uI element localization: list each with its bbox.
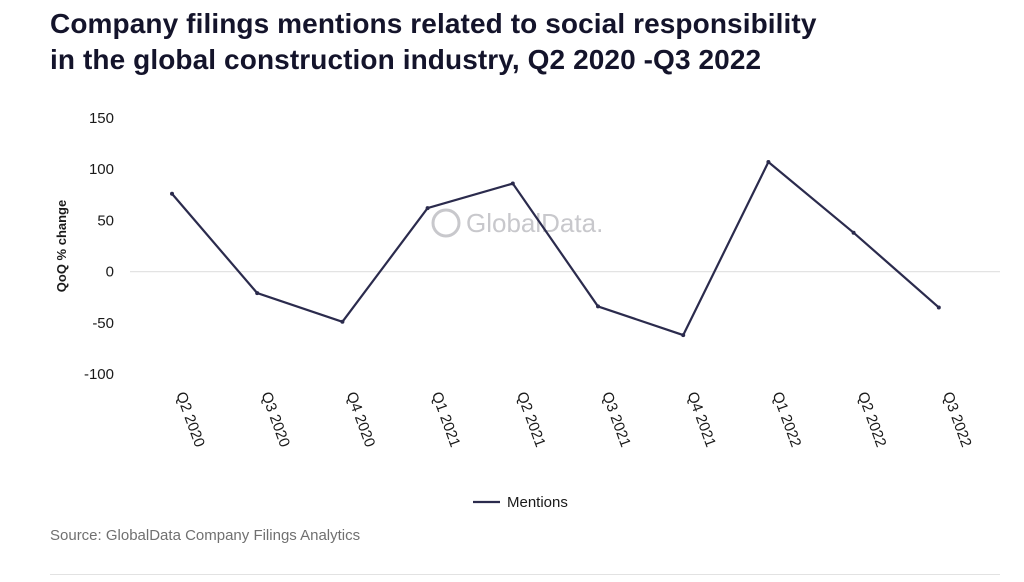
source-note: Source: GlobalData Company Filings Analy… — [50, 527, 361, 544]
chart-title-line-2: in the global construction industry, Q2 … — [50, 44, 762, 75]
data-point — [851, 230, 856, 235]
line-chart: GlobalData. 150 100 50 0 -50 -100 QoQ % change Q… — [54, 110, 1000, 511]
watermark-text: GlobalData. — [466, 208, 603, 238]
y-tick-label: -50 — [92, 315, 114, 332]
x-tick-label: Q3 2022 — [939, 390, 975, 450]
chart-title: Company filings mentions related to soci… — [50, 6, 950, 78]
footer-divider — [50, 574, 1000, 575]
data-point — [596, 304, 600, 309]
y-axis-title: QoQ % change — [54, 200, 69, 292]
data-point — [170, 191, 174, 196]
x-tick-label: Q3 2021 — [598, 390, 634, 450]
x-tick-label: Q2 2020 — [172, 390, 208, 450]
chart-title-line-1: Company filings mentions related to soci… — [50, 8, 817, 39]
x-tick-label: Q4 2021 — [683, 390, 719, 450]
y-tick-label: 150 — [89, 110, 114, 127]
x-tick-label: Q4 2020 — [343, 390, 379, 450]
data-point — [510, 181, 515, 186]
x-tick-label: Q2 2022 — [854, 390, 890, 450]
legend-label: Mentions — [507, 494, 568, 511]
y-tick-label: 50 — [97, 212, 114, 229]
data-point — [425, 206, 430, 211]
data-point — [766, 160, 771, 165]
data-point — [936, 305, 941, 310]
y-tick-label: -100 — [84, 366, 114, 383]
x-tick-label: Q3 2020 — [257, 390, 293, 450]
watermark-logo-icon — [431, 208, 461, 238]
data-point — [255, 291, 260, 296]
data-point — [681, 333, 686, 338]
x-tick-label: Q1 2022 — [769, 390, 805, 450]
y-tick-label: 100 — [89, 161, 114, 178]
x-tick-label: Q2 2021 — [513, 390, 549, 450]
watermark: GlobalData. — [431, 208, 603, 238]
x-tick-label: Q1 2021 — [428, 390, 464, 450]
data-point — [340, 319, 345, 324]
y-tick-label: 0 — [106, 264, 114, 281]
series-line-mentions — [171, 160, 940, 337]
